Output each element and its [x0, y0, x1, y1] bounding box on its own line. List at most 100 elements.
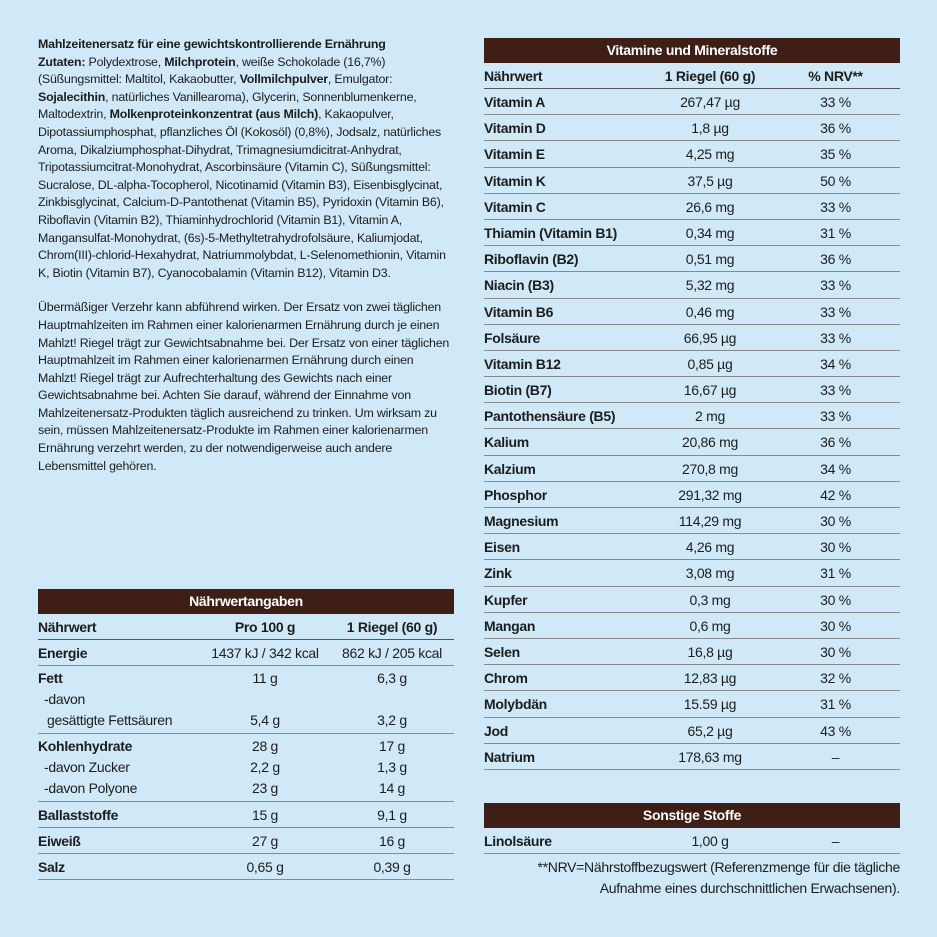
cell-value: 6,3 g — [377, 670, 407, 686]
table-row: Salz 0,65 g 0,39 g — [38, 854, 454, 880]
cell-value: % NRV** — [808, 68, 863, 84]
cell-value: 15.59 µg — [683, 696, 737, 713]
cell-value: 5,32 mg — [685, 277, 735, 294]
cell-value: 9,1 g — [377, 807, 407, 823]
cell-value: 27 g — [251, 833, 279, 849]
table-row: Riboflavin (B2) 0,51 mg 36 % — [484, 246, 900, 273]
table-row: gesättigte Fettsäuren 5,4 g 3,2 g — [38, 710, 454, 731]
table-row: Phosphor 291,32 mg 42 % — [484, 482, 900, 508]
row-label: Riboflavin (B2) — [484, 251, 579, 268]
row-label: Molybdän — [484, 696, 547, 713]
table-row: Vitamin B12 0,85 µg 34 % — [484, 351, 900, 378]
cell-value: 267,47 µg — [680, 94, 740, 110]
table-row: Natrium 178,63 mg – — [484, 744, 900, 770]
cell-value: 291,32 mg — [678, 486, 742, 503]
table-row: Biotin (B7) 16,67 µg 33 % — [484, 377, 900, 404]
ingredient-segment: Sojalecithin — [38, 89, 106, 104]
cell-value: 1437 kJ / 342 kcal — [211, 645, 319, 661]
table-row: Molybdän 15.59 µg 31 % — [484, 691, 900, 718]
nutrition-table: Nährwertangaben Nährwert Pro 100 g 1 Riege… — [38, 589, 454, 880]
cell-value: 270,8 mg — [682, 460, 738, 477]
ingredient-segment: Molkenproteinkonzentrat (aus Milch) — [109, 107, 319, 122]
ingredient-segment: Milchprotein — [164, 54, 236, 69]
table-row: Vitamin K 37,5 µg 50 % — [484, 168, 900, 194]
ingredients-text: Zutaten: Polydextrose, Milchprotein, wei… — [38, 54, 454, 283]
cell-value: 50 % — [820, 172, 851, 189]
cell-value: 862 kJ / 205 kcal — [342, 645, 442, 661]
cell-value: 2 mg — [695, 408, 725, 425]
table-title: Vitamine und Mineralstoffe — [484, 38, 900, 63]
cell-value: 0,51 mg — [685, 251, 735, 268]
cell-value: 5,4 g — [250, 712, 280, 728]
row-group: Kohlenhydrate 28 g 17 g -davon Zucker 2,2 g 1… — [38, 734, 454, 802]
cell-value: 16,67 µg — [683, 382, 737, 399]
table-row: Folsäure 66,95 µg 33 % — [484, 325, 900, 351]
cell-value: 114,29 mg — [678, 513, 742, 529]
row-label: Fett — [38, 670, 63, 686]
cell-value: 33 % — [820, 94, 851, 110]
table-row: Zink 3,08 mg 31 % — [484, 560, 900, 587]
cell-value: 0,46 mg — [685, 303, 735, 320]
cell-value: 36 % — [820, 251, 851, 268]
cell-value: 32 % — [820, 670, 851, 687]
table-title: Nährwertangaben — [38, 589, 454, 614]
cell-value: 20,86 mg — [682, 434, 738, 451]
row-label: Kalium — [484, 434, 529, 451]
cell-value — [330, 689, 454, 710]
cell-value: 0,39 g — [373, 859, 411, 875]
row-label: Kalzium — [484, 460, 536, 477]
cell-value: 30 % — [820, 643, 851, 660]
cell-value: 2,2 g — [250, 759, 280, 775]
table-row: Kupfer 0,3 mg 30 % — [484, 587, 900, 613]
ingredient-segment: Vollmilchpulver — [239, 72, 329, 87]
table-row: Vitamin B6 0,46 mg 33 % — [484, 299, 900, 325]
row-label: Nährwert — [484, 68, 543, 84]
cell-value: 1,3 g — [377, 759, 407, 775]
cell-value: 30 % — [820, 591, 851, 608]
cell-value: 31 % — [820, 565, 851, 582]
cell-value: Pro 100 g — [234, 619, 296, 635]
cell-value: 30 % — [820, 539, 851, 556]
cell-value: 33 % — [820, 198, 851, 215]
cell-value: 14 g — [378, 780, 406, 796]
header-row: Nährwert 1 Riegel (60 g) % NRV** — [484, 63, 900, 89]
cell-value: 4,26 mg — [685, 539, 735, 556]
row-label: Phosphor — [484, 486, 547, 503]
cell-value: 3,08 mg — [685, 565, 735, 582]
table-row: Mangan 0,6 mg 30 % — [484, 613, 900, 639]
cell-value: 0,34 mg — [685, 224, 735, 241]
table-row: -davon Zucker 2,2 g 1,3 g — [38, 757, 454, 778]
ingredient-segment: , Kakaopulver, Dipotassiumphosphat, pfla… — [38, 107, 446, 280]
cell-value: 16,8 µg — [687, 643, 733, 660]
row-label: Linolsäure — [484, 833, 552, 849]
ingredient-segment: , natürliches Vanillearoma), Glycerin, S… — [38, 89, 417, 122]
table-row: Niacin (B3) 5,32 mg 33 % — [484, 272, 900, 299]
warning: Übermäßiger Verzehr kann abführend wirke… — [38, 300, 450, 473]
table-row: Vitamin A 267,47 µg 33 % — [484, 89, 900, 116]
ingredients-title: Mahlzeitenersatz für eine gewichtskontro… — [38, 37, 386, 51]
row-label: Kupfer — [484, 591, 528, 608]
row-label: Energie — [38, 645, 88, 661]
cell-value — [200, 689, 330, 710]
table-row: Selen 16,8 µg 30 % — [484, 639, 900, 666]
cell-value: 1 Riegel (60 g) — [664, 68, 756, 84]
row-label: -davon — [44, 691, 86, 707]
table-row: Vitamin D 1,8 µg 36 % — [484, 115, 900, 142]
cell-value: – — [831, 833, 840, 849]
cell-value: 30 % — [820, 513, 851, 529]
row-label: Salz — [38, 859, 65, 875]
cell-value: 66,95 µg — [683, 329, 737, 346]
table-row: -davon — [38, 689, 454, 710]
cell-value: 0,3 mg — [689, 591, 731, 608]
table-row: Eisen 4,26 mg 30 % — [484, 534, 900, 561]
cell-value: 33 % — [820, 329, 851, 346]
row-label: Vitamin B6 — [484, 303, 554, 320]
cell-value: 11 g — [252, 670, 278, 686]
ingredient-segment: , Emulgator: — [327, 72, 393, 87]
row-label: Vitamin A — [484, 94, 546, 110]
cell-value: 1 Riegel (60 g) — [346, 619, 438, 635]
cell-value: 37,5 µg — [687, 172, 733, 189]
cell-value: 34 % — [820, 460, 851, 477]
cell-value: 0,85 µg — [687, 355, 733, 372]
